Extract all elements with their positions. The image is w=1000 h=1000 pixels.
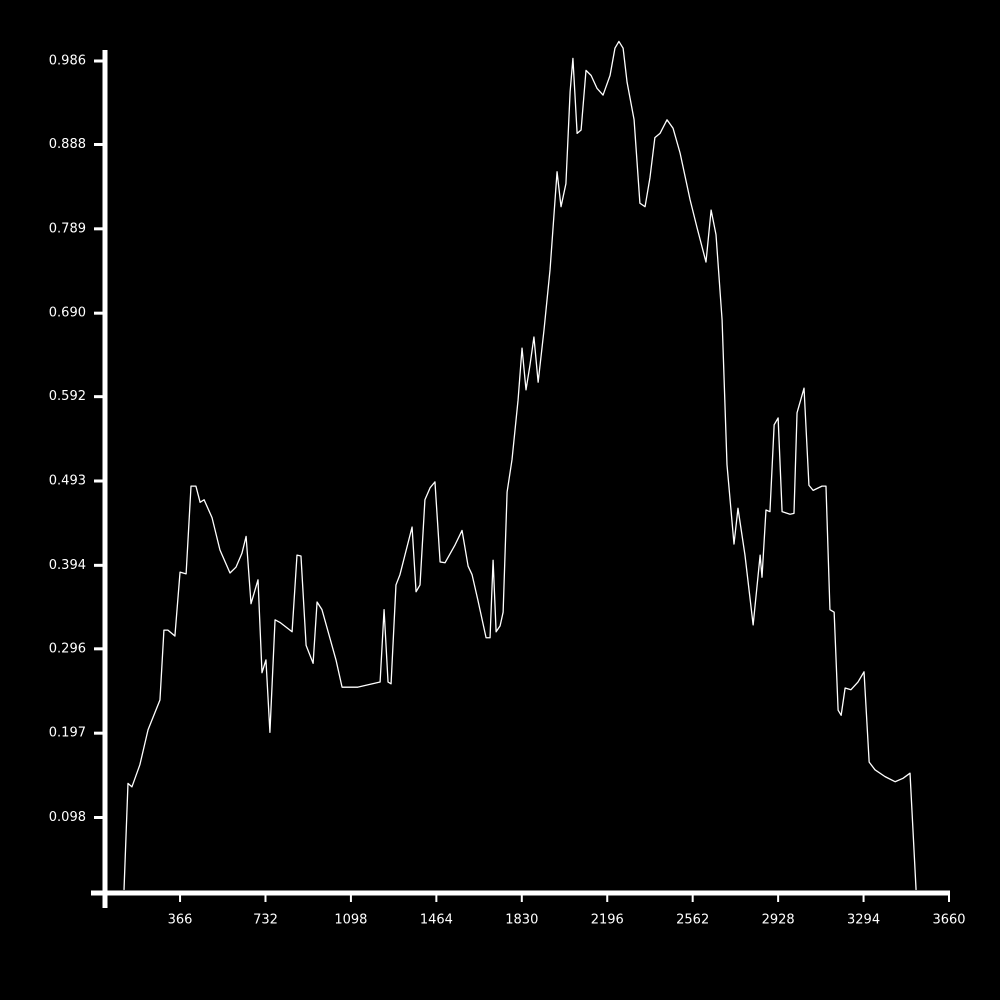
- y-tick-label: 0.296: [49, 641, 86, 656]
- x-tick-label: 2196: [591, 913, 624, 928]
- y-tick-label: 0.493: [49, 474, 86, 489]
- x-tick-label: 2562: [676, 913, 709, 928]
- y-tick-label: 0.098: [49, 810, 86, 825]
- data-line: [123, 40, 917, 890]
- y-tick-label: 0.592: [49, 389, 86, 404]
- y-tick-label: 0.789: [49, 221, 86, 236]
- y-tick-label: 0.888: [49, 137, 86, 152]
- y-tick-label: 0.986: [49, 54, 86, 69]
- y-tick-label: 0.394: [49, 558, 86, 573]
- x-tick-label: 732: [253, 913, 278, 928]
- x-tick-label: 3660: [932, 913, 965, 928]
- x-tick-label: 1464: [420, 913, 453, 928]
- x-tick-label: 2928: [762, 913, 795, 928]
- y-tick-label: 0.197: [49, 726, 86, 741]
- x-tick-label: 1098: [334, 913, 367, 928]
- x-tick-label: 1830: [505, 913, 538, 928]
- x-tick-label: 366: [168, 913, 193, 928]
- x-tick-label: 3294: [847, 913, 880, 928]
- y-tick-label: 0.690: [49, 306, 86, 321]
